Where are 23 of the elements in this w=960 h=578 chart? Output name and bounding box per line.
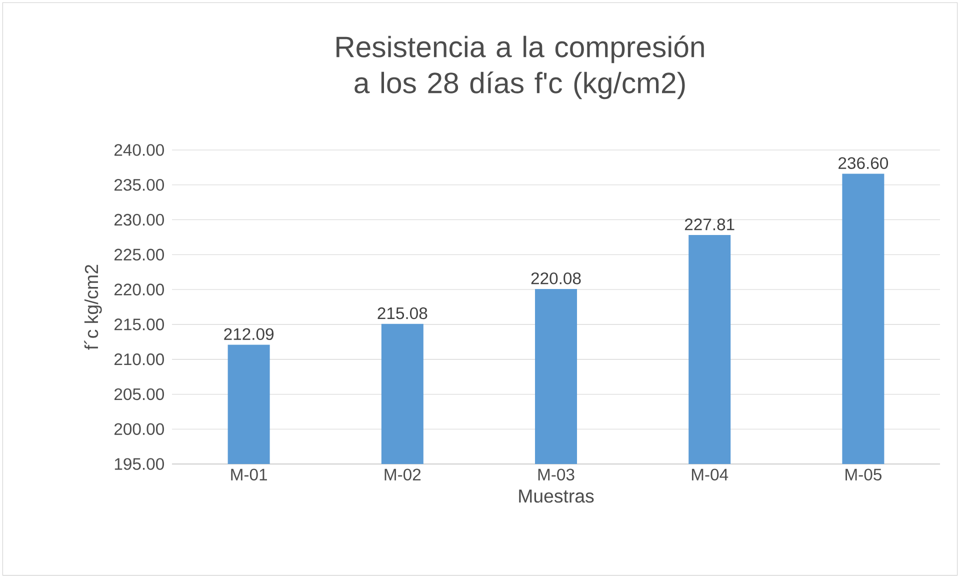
y-tick-label: 200.00 [114,423,164,436]
y-tick-label: 205.00 [114,388,164,400]
y-tick-label: 215.00 [114,318,164,330]
y-tick-label: 225.00 [114,248,164,261]
y-tick-label: 230.00 [114,214,164,226]
y-tick-label: 195.00 [114,458,164,470]
data-label: 212.09 [224,328,274,340]
chart-title: Resistencia a la compresión a los 28 días f'c (kg/cm2) [336,35,704,100]
y-tick-label: 235.00 [114,178,164,191]
data-label: 227.81 [684,218,734,230]
y-tick-label: 220.00 [114,284,164,296]
data-label: 236.60 [838,157,888,170]
data-label: 215.08 [378,307,428,320]
x-tick-label: M-05 [846,468,882,480]
y-tick-label: 210.00 [114,353,164,366]
y-axis-title: f´c kg/cm2 [84,264,102,350]
x-tick-label: M-02 [384,468,421,480]
x-tick-label: M-04 [692,468,728,480]
x-axis-title: Muestras [519,490,594,503]
x-tick-label: M-03 [538,468,574,480]
data-label: 220.08 [531,272,581,284]
x-tick-label: M-01 [231,468,267,480]
y-tick-label: 240.00 [114,144,164,156]
